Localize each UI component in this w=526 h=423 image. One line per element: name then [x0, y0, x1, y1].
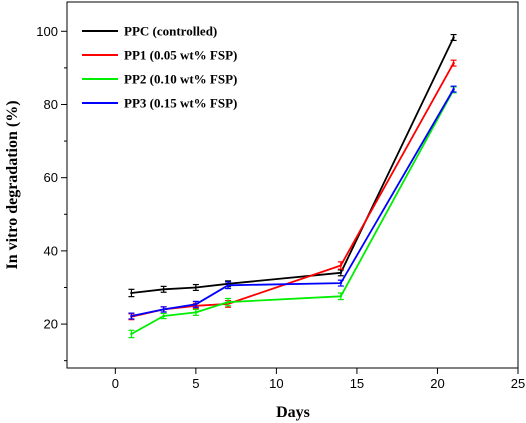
data-point — [452, 36, 455, 39]
series-line — [130, 89, 455, 335]
data-point — [226, 300, 230, 304]
data-point — [194, 286, 198, 289]
data-point — [452, 61, 455, 65]
x-axis-title: Days — [276, 404, 310, 421]
data-point — [339, 264, 343, 267]
data-point — [130, 314, 133, 318]
series-line — [131, 88, 455, 317]
plot-frame — [66, 1, 519, 369]
y-axis-title: In vitro degradation (%) — [4, 100, 21, 269]
legend-label: PP3 (0.15 wt% FSP) — [124, 96, 237, 111]
y-tick-label: 60 — [44, 170, 58, 185]
y-tick-label: 40 — [44, 243, 58, 258]
data-point — [339, 295, 343, 298]
data-point — [452, 87, 455, 91]
legend-label: PP1 (0.05 wt% FSP) — [124, 48, 237, 63]
x-tick-label: 15 — [350, 376, 364, 391]
data-point — [130, 291, 133, 295]
legend: PPC (controlled) PP1 (0.05 wt% FSP) PP2 (0… — [82, 24, 237, 111]
legend-label: PPC (controlled) — [124, 24, 217, 39]
y-tick-label: 80 — [44, 97, 58, 112]
x-tick-label: 0 — [112, 376, 119, 391]
data-point — [162, 288, 165, 291]
data-point — [162, 314, 165, 318]
legend-label: PP2 (0.10 wt% FSP) — [124, 72, 237, 87]
y-tick-label: 20 — [44, 317, 58, 332]
x-tick-label: 5 — [192, 376, 199, 391]
y-tick-label: 100 — [36, 24, 58, 39]
data-point — [226, 284, 230, 287]
data-point — [194, 311, 198, 314]
series-3 — [128, 85, 457, 320]
data-point — [339, 281, 343, 285]
x-tick-label: 10 — [269, 376, 283, 391]
data-point — [194, 303, 198, 306]
x-tick-label: 25 — [511, 376, 525, 391]
data-point — [339, 271, 343, 275]
data-point — [162, 308, 165, 311]
series-2 — [128, 86, 457, 339]
data-point — [130, 332, 133, 336]
x-tick-label: 20 — [430, 376, 444, 391]
